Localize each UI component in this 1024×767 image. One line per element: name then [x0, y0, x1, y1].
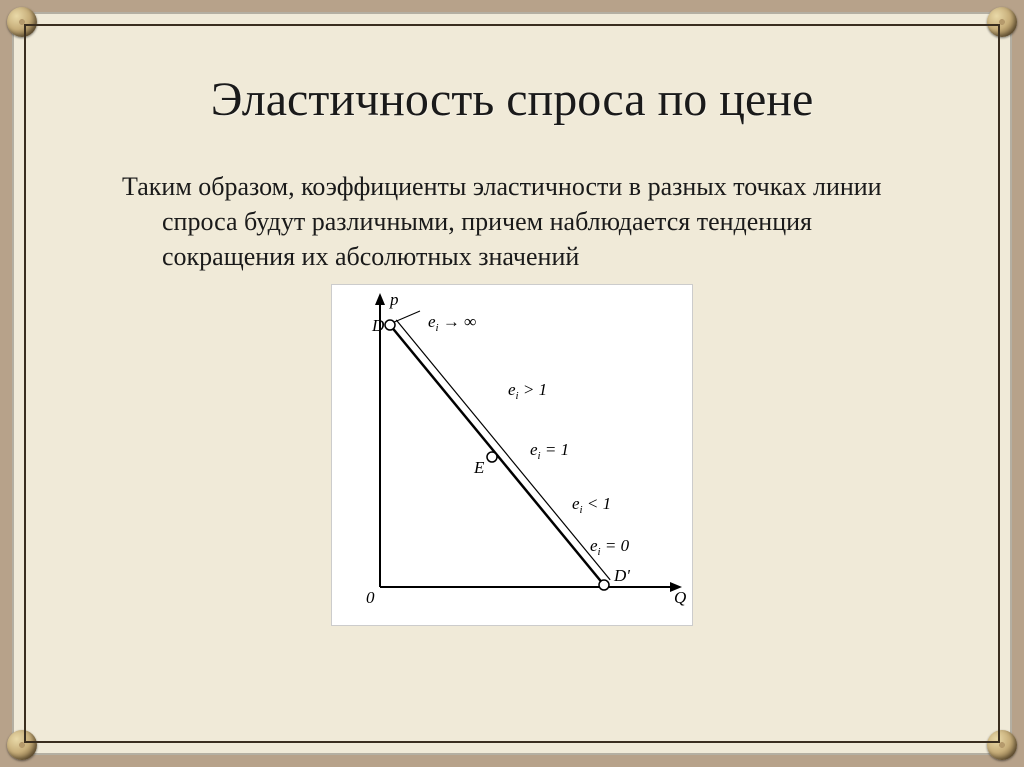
elasticity-chart: p Q 0 D E D' ei → ∞ ei > 1 ei = 1 ei < 1 ei = 0 [331, 284, 693, 626]
svg-text:Q: Q [674, 588, 686, 607]
svg-text:ei < 1: ei < 1 [572, 494, 611, 516]
svg-text:p: p [389, 290, 399, 309]
slide-panel: Эластичность спроса по цене Таким образо… [12, 12, 1012, 755]
svg-text:ei = 0: ei = 0 [590, 536, 630, 558]
svg-text:D': D' [613, 566, 630, 585]
svg-text:ei → ∞: ei → ∞ [428, 312, 476, 334]
slide-body-text: Таким образом, коэффициенты эластичности… [82, 169, 942, 274]
slide-background: Эластичность спроса по цене Таким образо… [0, 0, 1024, 767]
content-area: Эластичность спроса по цене Таким образо… [82, 72, 942, 715]
svg-text:ei > 1: ei > 1 [508, 380, 547, 402]
svg-text:0: 0 [366, 588, 375, 607]
svg-text:E: E [473, 458, 485, 477]
svg-text:ei = 1: ei = 1 [530, 440, 569, 462]
svg-text:D: D [371, 316, 385, 335]
slide-title: Эластичность спроса по цене [82, 72, 942, 127]
